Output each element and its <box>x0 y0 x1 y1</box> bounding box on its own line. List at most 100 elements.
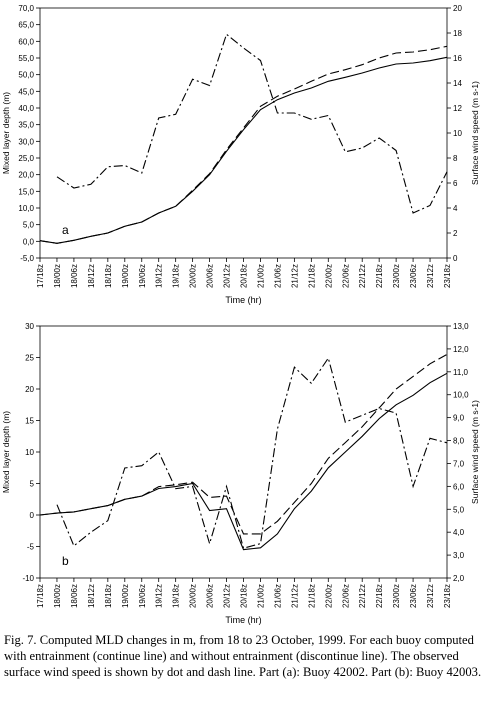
x-tick-label: 22/06z <box>341 584 350 608</box>
x-tick-label: 18/06z <box>70 264 79 288</box>
y-tick-label: 25 <box>25 354 34 363</box>
panel-label: b <box>62 554 69 568</box>
y-tick-label: 5 <box>30 480 35 489</box>
x-tick-label: 20/06z <box>206 264 215 288</box>
x-tick-label: 18/18z <box>104 264 113 288</box>
y-tick-label: 10 <box>25 448 34 457</box>
x-tick-label: 19/18z <box>172 584 181 608</box>
x-tick-label: 19/00z <box>121 264 130 288</box>
y-tick-label: 60,0 <box>18 37 34 46</box>
x-tick-label: 20/00z <box>189 584 198 608</box>
y2-tick-label: 9,0 <box>453 414 465 423</box>
x-tick-label: 21/18z <box>307 264 316 288</box>
x-tick-label: 18/06z <box>70 584 79 608</box>
x-axis-title: Time (hr) <box>225 615 261 625</box>
y-tick-label: 0,0 <box>23 237 35 246</box>
y2-tick-label: 10 <box>453 129 462 138</box>
y-tick-label: 20 <box>25 385 34 394</box>
x-tick-label: 18/00z <box>53 264 62 288</box>
x-tick-label: 20/18z <box>240 584 249 608</box>
x-tick-label: 20/12z <box>223 264 232 288</box>
x-tick-label: 18/00z <box>53 584 62 608</box>
y2-tick-label: 6 <box>453 179 458 188</box>
y2-tick-label: 4,0 <box>453 528 465 537</box>
plot-frame <box>39 7 448 259</box>
x-tick-label: 19/12z <box>155 584 164 608</box>
plot-frame <box>39 325 448 579</box>
series-line-wind <box>56 356 448 549</box>
y2-tick-label: 2 <box>453 229 458 238</box>
x-tick-label: 23/12z <box>426 584 435 608</box>
x-tick-label: 21/12z <box>290 264 299 288</box>
y-tick-label: 5,0 <box>23 221 35 230</box>
y2-tick-label: 8 <box>453 154 458 163</box>
panel-label: a <box>62 223 69 237</box>
y2-tick-label: 8,0 <box>453 437 465 446</box>
y-tick-label: 70,0 <box>18 4 34 13</box>
x-tick-label: 21/06z <box>273 264 282 288</box>
y2-axis-title: Surface wind speed (m s-1) <box>470 81 480 185</box>
y2-tick-label: 0 <box>453 254 458 263</box>
x-tick-label: 17/18z <box>36 584 45 608</box>
x-tick-label: 23/00z <box>392 584 401 608</box>
y-tick-label: 35,0 <box>18 121 34 130</box>
y2-tick-label: 20 <box>453 4 462 13</box>
x-tick-label: 23/06z <box>409 264 418 288</box>
y-tick-label: 15 <box>25 417 34 426</box>
y2-tick-label: 4 <box>453 204 458 213</box>
y-tick-label: 55,0 <box>18 54 34 63</box>
y2-tick-label: 7,0 <box>453 459 465 468</box>
y-tick-label: 65,0 <box>18 21 34 30</box>
x-tick-label: 23/06z <box>409 584 418 608</box>
x-tick-label: 22/12z <box>358 584 367 608</box>
x-tick-label: 18/18z <box>104 584 113 608</box>
y-tick-label: -5,0 <box>20 254 34 263</box>
chart-panel-b: -10 -5 0 5 10 15 20 25 30 2,0 3,0 4,0 5,0 6,0 7,0 8,0 9,… <box>1 322 480 625</box>
y2-tick-label: 16 <box>453 54 462 63</box>
y2-tick-label: 11,0 <box>453 368 469 377</box>
x-tick-label: 22/18z <box>375 264 384 288</box>
series-line-entrain <box>39 372 448 551</box>
series-line-no_entrain <box>39 353 448 535</box>
series-line-no_entrain <box>39 45 448 244</box>
x-tick-label: 20/06z <box>206 584 215 608</box>
chart-panel-a: -5,00,05,010,015,020,025,030,035,040,045… <box>1 4 480 305</box>
x-tick-label: 22/06z <box>341 264 350 288</box>
x-tick-label: 17/18z <box>36 264 45 288</box>
x-tick-label: 21/18z <box>307 584 316 608</box>
x-tick-label: 23/18z <box>443 264 452 288</box>
y-tick-label: 30 <box>25 322 34 331</box>
y-tick-label: -10 <box>22 574 34 583</box>
x-tick-label: 19/12z <box>155 264 164 288</box>
y2-tick-label: 13,0 <box>453 322 469 331</box>
y2-tick-label: 5,0 <box>453 505 465 514</box>
y-tick-label: 15,0 <box>18 187 34 196</box>
y2-tick-label: 12 <box>453 104 462 113</box>
x-tick-label: 19/06z <box>138 264 147 288</box>
y2-tick-label: 10,0 <box>453 391 469 400</box>
y-tick-label: 10,0 <box>18 204 34 213</box>
x-tick-label: 22/00z <box>324 264 333 288</box>
x-tick-label: 20/00z <box>189 264 198 288</box>
y-tick-label: 50,0 <box>18 71 34 80</box>
figure-caption: Fig. 7. Computed MLD changes in m, from … <box>4 633 482 679</box>
x-tick-label: 21/12z <box>290 584 299 608</box>
y2-axis-title: Surface wind speed (m s-1) <box>470 400 480 504</box>
y2-tick-label: 3,0 <box>453 551 465 560</box>
x-tick-label: 20/18z <box>240 264 249 288</box>
y2-tick-label: 14 <box>453 79 462 88</box>
x-tick-label: 22/18z <box>375 584 384 608</box>
y-tick-label: 30,0 <box>18 137 34 146</box>
x-tick-label: 22/12z <box>358 264 367 288</box>
x-tick-label: 22/00z <box>324 584 333 608</box>
x-tick-label: 19/00z <box>121 584 130 608</box>
x-tick-label: 19/06z <box>138 584 147 608</box>
x-axis-title: Time (hr) <box>225 295 261 305</box>
x-tick-label: 23/18z <box>443 584 452 608</box>
y-axis-title: Mixed layer depth (m) <box>1 92 11 174</box>
x-tick-label: 21/00z <box>256 584 265 608</box>
y2-tick-label: 12,0 <box>453 345 469 354</box>
series-line-wind <box>56 33 448 214</box>
series-line-entrain <box>39 56 448 244</box>
y-axis-title: Mixed layer depth (m) <box>1 411 11 493</box>
